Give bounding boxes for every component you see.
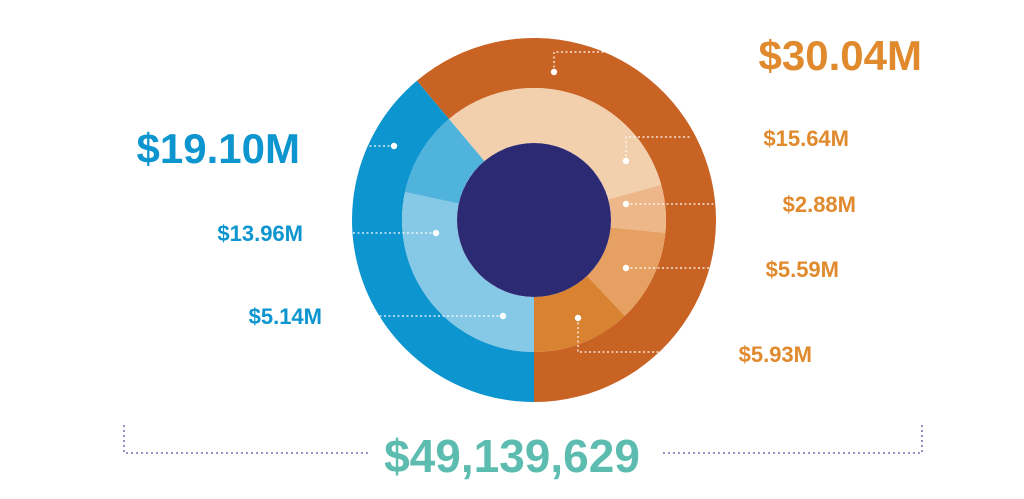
inner-dot-5 — [432, 229, 440, 237]
bracket-right — [660, 425, 923, 454]
inner-slice-orange-2 — [608, 184, 666, 233]
slices — [351, 37, 716, 402]
inner-dot-1 — [622, 157, 630, 165]
inner-label-4: $5.93M — [739, 342, 812, 367]
inner-slice-blue-2 — [405, 118, 485, 204]
inner-label-2: $2.88M — [783, 192, 856, 217]
outer-slice-blue — [351, 80, 534, 402]
bracket-left — [123, 425, 368, 454]
inner-leader-1 — [625, 136, 690, 161]
outer-slice-orange — [416, 37, 716, 402]
inner-dot-2 — [622, 200, 630, 208]
inner-label-5: $13.96M — [217, 221, 303, 246]
inner-label-6: $5.14M — [249, 304, 322, 329]
inner-slice-orange-1 — [449, 88, 662, 200]
total-label: $49,139,629 — [384, 430, 640, 482]
orange-group-label: $30.04M — [759, 32, 922, 79]
value-labels: $30.04M $19.10M $15.64M $2.88M $5.59M $5.93M $… — [137, 32, 922, 367]
leader-lines — [350, 51, 720, 353]
orange-group-leader — [553, 51, 610, 72]
total-bracket — [123, 425, 923, 454]
inner-label-1: $15.64M — [763, 126, 849, 151]
inner-dot-6 — [499, 312, 507, 320]
inner-dot-4 — [574, 314, 582, 322]
center-circle — [457, 143, 611, 297]
inner-slice-orange-3 — [586, 227, 666, 316]
inner-dot-3 — [622, 264, 630, 272]
blue-group-label: $19.10M — [137, 125, 300, 172]
inner-label-3: $5.59M — [766, 257, 839, 282]
inner-slice-orange-4 — [534, 275, 625, 352]
